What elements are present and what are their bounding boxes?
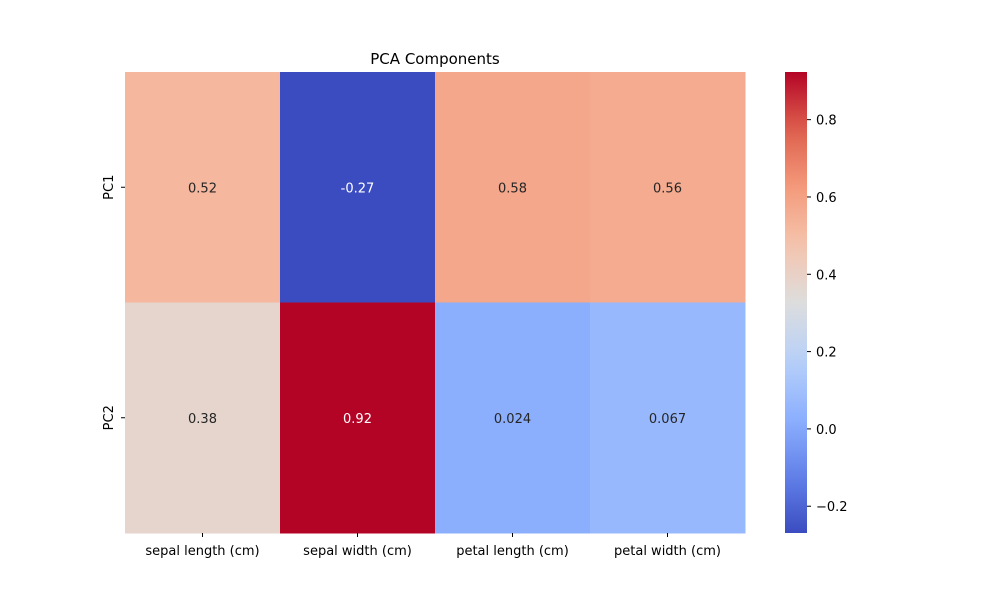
x-tick-label: sepal width (cm) <box>303 544 412 559</box>
cell-annotation: 0.56 <box>653 181 682 196</box>
heatmap-cells <box>125 72 746 534</box>
colorbar-tick-label: 0.0 <box>816 423 837 438</box>
x-tick-label: sepal length (cm) <box>145 544 259 559</box>
colorbar-tick-label: −0.2 <box>816 500 848 515</box>
colorbar-tick-label: 0.8 <box>816 114 837 129</box>
y-axis: PC1 PC2 <box>102 175 125 430</box>
heatmap-cell <box>280 72 436 303</box>
y-tick-label: PC1 <box>102 175 117 200</box>
colorbar: −0.2 0.0 0.2 0.4 0.6 0.8 <box>785 72 848 533</box>
cell-annotation: 0.38 <box>188 412 217 427</box>
cell-annotation: 0.024 <box>494 412 531 427</box>
cell-annotation: 0.92 <box>343 412 372 427</box>
heatmap-cell <box>590 302 746 534</box>
x-tick-label: petal length (cm) <box>456 544 569 559</box>
y-tick-label: PC2 <box>102 405 117 430</box>
heatmap-cell <box>590 72 746 303</box>
colorbar-tick-label: 0.2 <box>816 346 837 361</box>
heatmap-cell <box>125 72 281 303</box>
heatmap-cell <box>435 72 591 303</box>
chart-title: PCA Components <box>370 50 500 68</box>
heatmap-cell <box>435 302 591 534</box>
x-tick-label: petal width (cm) <box>614 544 721 559</box>
colorbar-gradient <box>785 72 807 533</box>
cell-annotation: 0.067 <box>649 412 686 427</box>
colorbar-tick-label: 0.4 <box>816 268 837 283</box>
cell-annotations: 0.52 -0.27 0.58 0.56 0.38 0.92 0.024 0.067 <box>188 181 686 427</box>
cell-annotation: 0.58 <box>498 181 527 196</box>
heatmap-cell <box>280 302 436 534</box>
x-axis: sepal length (cm) sepal width (cm) petal l… <box>145 533 721 559</box>
colorbar-tick-label: 0.6 <box>816 191 837 206</box>
cell-annotation: -0.27 <box>341 181 375 196</box>
heatmap-cell <box>125 302 281 534</box>
cell-annotation: 0.52 <box>188 181 217 196</box>
